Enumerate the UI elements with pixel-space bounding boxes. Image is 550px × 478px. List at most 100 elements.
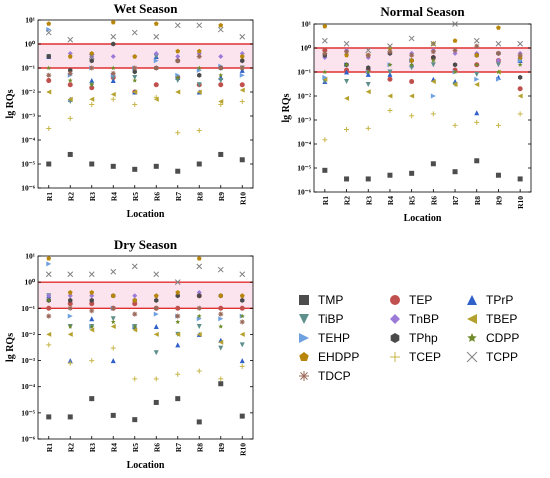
point-tphp: [89, 58, 94, 64]
point-cdpp: [110, 319, 116, 324]
y-tick-label: 10⁻³: [21, 112, 35, 121]
y-axis-label: lg RQs: [5, 89, 16, 118]
point-tcep: [239, 99, 245, 105]
point-tcpp: [45, 271, 52, 278]
point-ehdpp: [239, 54, 245, 59]
point-tdcp: [409, 52, 415, 58]
point-tmp: [387, 172, 393, 178]
point-tcep: [344, 127, 350, 133]
plot-frame: [313, 23, 532, 193]
point-tcep: [218, 102, 224, 108]
point-tmp: [409, 170, 415, 176]
point-tmp: [239, 157, 245, 163]
point-tmp: [196, 419, 202, 425]
point-tprp: [110, 358, 116, 364]
point-tcep: [430, 111, 436, 117]
x-tick-label: R2: [66, 192, 75, 201]
point-tehp: [239, 72, 245, 78]
legend-item-tphp: TPhp: [390, 331, 438, 345]
point-cdpp: [46, 297, 52, 303]
plot-frame: [37, 255, 254, 440]
point-tbep: [218, 99, 224, 105]
y-tick-label: 10¹: [301, 20, 311, 29]
point-tprp: [89, 78, 95, 84]
point-cdpp: [89, 82, 95, 87]
legend-label: TBEP: [486, 312, 517, 326]
point-tibp: [387, 69, 393, 75]
point-tbep: [153, 331, 159, 337]
point-tmp: [365, 176, 371, 182]
legend-item-tmp: TMP: [299, 293, 343, 307]
point-tbep: [110, 324, 116, 330]
legend-item-tcep: TCEP: [390, 350, 441, 364]
point-tnbp: [132, 293, 138, 299]
point-tbep: [517, 93, 523, 99]
x-tick-label: R8: [195, 443, 204, 452]
risk-band: [38, 282, 253, 309]
y-tick-label: 10⁻⁶: [21, 435, 35, 444]
x-tick-label: R1: [45, 443, 54, 452]
point-tcpp: [452, 21, 458, 27]
point-tbep: [365, 89, 371, 95]
point-tdcp: [430, 49, 436, 55]
point-tdcp: [474, 43, 480, 49]
point-tmp: [153, 399, 159, 405]
x-tick-label: R1: [45, 192, 54, 201]
legend-item-tprp: TPrP: [467, 293, 513, 307]
point-tphp: [197, 293, 202, 299]
x-tick-label: R8: [195, 192, 204, 201]
legend-marker-ehdpp: [299, 352, 309, 362]
point-tcep: [517, 111, 523, 117]
point-tep: [67, 82, 73, 88]
legend-marker-tcep: [390, 352, 400, 362]
point-cdpp: [132, 78, 138, 83]
point-tmp: [474, 158, 480, 164]
point-tcpp: [45, 29, 52, 36]
point-tehp: [67, 313, 73, 319]
point-tprp: [175, 342, 181, 348]
point-tbep: [239, 87, 245, 93]
point-tbep: [175, 331, 181, 337]
x-tick-label: R7: [451, 196, 460, 205]
point-tdcp: [218, 65, 224, 71]
y-tick-label: 10⁻³: [21, 356, 35, 365]
panel-3: 10⁻⁶ 10⁻⁵ 10⁻⁴ 10⁻³ 10⁻² 10⁻¹ 10⁰ 10¹ R1 R2 R3 R4 R5…: [5, 237, 254, 471]
point-tep: [517, 86, 523, 92]
point-ehdpp: [409, 58, 415, 63]
point-tcep: [196, 127, 202, 133]
point-tcep: [153, 376, 159, 382]
point-tcpp: [365, 47, 372, 54]
point-tbep: [239, 331, 245, 337]
legend-marker-tmp: [299, 295, 309, 305]
point-ehdpp: [196, 48, 202, 54]
point-tdcp: [110, 70, 116, 76]
point-ehdpp: [110, 19, 116, 25]
x-tick-label: R7: [174, 443, 183, 452]
point-tbep: [452, 82, 458, 88]
point-ehdpp: [110, 293, 116, 298]
point-tmp: [89, 161, 95, 167]
y-tick-label: 10⁻⁴: [21, 136, 35, 145]
x-tick-label: R2: [66, 443, 75, 452]
legend-item-tbep: TBEP: [467, 312, 517, 326]
point-tcpp: [196, 263, 203, 270]
point-tmp: [153, 163, 159, 169]
point-tphp: [517, 74, 523, 80]
point-cdpp: [67, 78, 73, 83]
point-tmp: [430, 161, 436, 167]
point-tibp: [153, 54, 159, 60]
point-tbep: [218, 339, 224, 345]
point-tcep: [110, 96, 116, 102]
point-tdcp: [89, 65, 95, 71]
point-tcpp: [67, 36, 74, 43]
point-tnbp: [67, 51, 73, 57]
point-tphp: [111, 41, 116, 47]
point-tnbp: [175, 54, 181, 60]
point-tphp: [68, 297, 73, 303]
point-tcpp: [174, 22, 181, 29]
point-ehdpp: [46, 256, 52, 261]
point-tbep: [89, 327, 95, 333]
point-tibp: [344, 79, 350, 85]
point-tcep: [132, 376, 138, 382]
point-tehp: [495, 76, 501, 82]
